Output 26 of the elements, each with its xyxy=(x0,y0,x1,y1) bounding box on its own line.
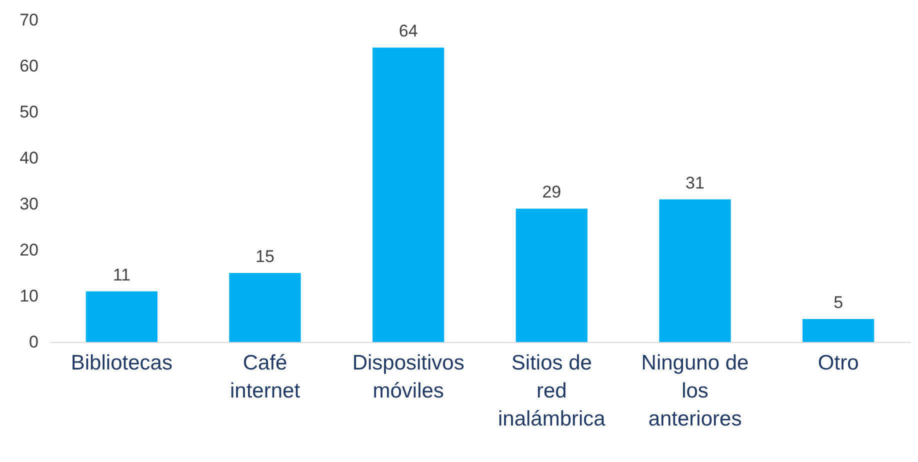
x-tick-label: Ninguno de los anteriores xyxy=(641,352,749,430)
y-tick-label: 0 xyxy=(29,332,38,352)
data-label: 5 xyxy=(834,293,844,312)
y-tick-label: 10 xyxy=(20,286,38,306)
y-tick-label: 30 xyxy=(20,194,38,214)
bar xyxy=(372,48,444,342)
bar xyxy=(86,291,158,342)
x-tick-label: Bibliotecas xyxy=(70,352,172,374)
y-tick-label: 60 xyxy=(20,56,38,76)
data-label: 15 xyxy=(256,247,274,266)
data-label: 29 xyxy=(542,182,562,202)
bar xyxy=(516,208,588,342)
x-tick-label: Café internet xyxy=(230,352,300,402)
y-tick-label: 20 xyxy=(20,240,38,260)
bar xyxy=(229,273,301,342)
data-label: 31 xyxy=(686,173,704,192)
x-tick-label: Sitios de red inalámbrica xyxy=(498,352,606,430)
y-tick-label: 70 xyxy=(20,10,38,30)
bar xyxy=(802,319,874,342)
bar xyxy=(659,199,731,342)
y-tick-label: 40 xyxy=(20,148,38,168)
x-tick-label: Dispositivos móviles xyxy=(352,352,464,402)
x-tick-label: Otro xyxy=(818,352,859,374)
y-tick-label: 50 xyxy=(20,102,38,122)
data-label: 64 xyxy=(398,22,418,41)
data-label: 11 xyxy=(112,265,130,284)
